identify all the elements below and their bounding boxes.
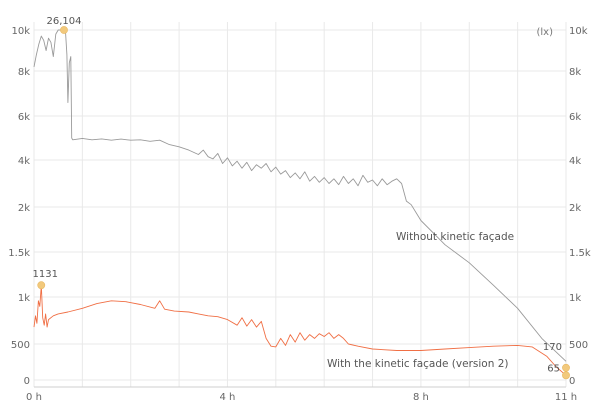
y-axis-left-ticks: 0 500 1k 1.5k 2k 4k 6k 8k 10k	[8, 26, 30, 387]
annotation-label: 65	[547, 363, 560, 374]
y-tick-label-left: 1.5k	[8, 248, 30, 259]
y-tick-label-left: 4k	[18, 156, 30, 167]
series-label-without: Without kinetic façade	[396, 231, 514, 243]
y-tick-label-right: 6k	[569, 112, 581, 123]
y-tick-label-right: 10k	[569, 26, 588, 37]
y-axis-right-ticks: 0 500 1k 1.5k 2k 4k 6k 8k 10k	[569, 26, 591, 387]
y-tick-label-left: 500	[11, 340, 30, 351]
y-tick-label-left: 0	[24, 376, 30, 387]
y-tick-label-left: 8k	[18, 67, 30, 78]
annotation-marker	[60, 26, 68, 34]
series-lines	[33, 29, 567, 376]
x-tick-label: 0 h	[26, 392, 42, 403]
annotation-label: 1131	[33, 269, 58, 280]
y-tick-label-right: 0	[569, 376, 575, 387]
y-tick-label-left: 10k	[11, 26, 30, 37]
series-line-without	[33, 29, 567, 362]
annotation-markers: 26,104 1131 170 65	[33, 16, 570, 380]
series-line-with	[33, 284, 567, 376]
unit-label: (lx)	[537, 27, 554, 38]
annotation-label: 26,104	[46, 16, 81, 27]
x-axis-ticks: 0 h 4 h 8 h 11 h	[26, 392, 577, 403]
annotation-label: 170	[543, 342, 562, 353]
y-tick-label-right: 4k	[569, 156, 581, 167]
annotation-marker	[562, 363, 570, 372]
y-tick-label-right: 500	[569, 340, 588, 351]
y-tick-label-left: 1k	[18, 293, 30, 304]
y-tick-label-right: 1.5k	[569, 248, 591, 259]
x-tick-label: 11 h	[555, 392, 577, 403]
annotation-marker	[37, 281, 46, 290]
x-tick-label: 4 h	[220, 392, 236, 403]
y-tick-label-right: 1k	[569, 293, 581, 304]
y-tick-label-right: 2k	[569, 203, 581, 214]
y-tick-label-right: 8k	[569, 67, 581, 78]
grid-lines	[33, 22, 567, 387]
series-label-with: With the kinetic façade (version 2)	[327, 358, 508, 370]
y-tick-label-left: 6k	[18, 112, 30, 123]
annotation-marker	[562, 371, 570, 380]
x-tick-label: 8 h	[413, 392, 429, 403]
y-tick-label-left: 2k	[18, 203, 30, 214]
